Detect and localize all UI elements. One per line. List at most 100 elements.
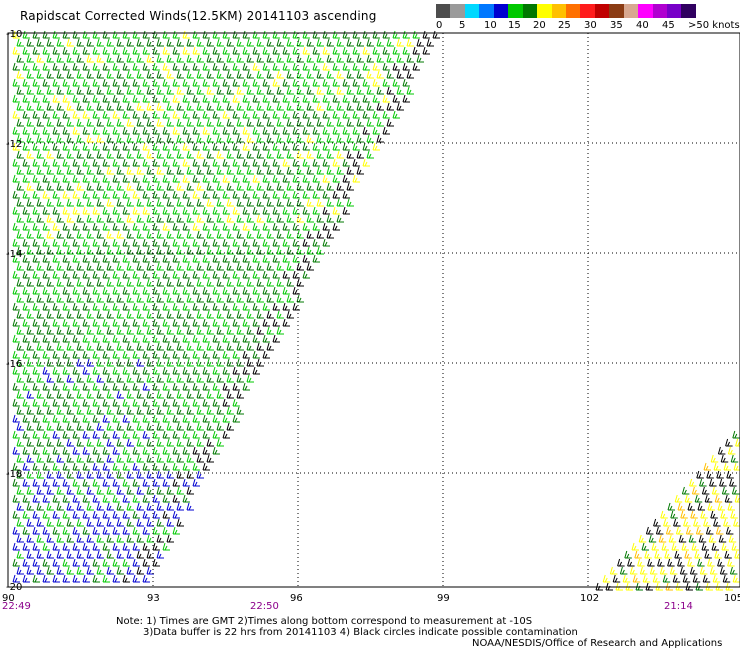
wind-barb: [326, 182, 334, 191]
wind-barb: [222, 318, 230, 327]
wind-barb: [266, 86, 274, 95]
wind-barb: [56, 406, 64, 415]
wind-barb: [32, 478, 40, 487]
wind-barb: [186, 486, 194, 495]
wind-barb: [172, 206, 180, 215]
legend-swatch: [508, 4, 523, 18]
wind-barb: [142, 174, 150, 183]
wind-barb: [697, 558, 705, 567]
wind-barb: [296, 134, 304, 143]
wind-barb: [62, 542, 70, 551]
legend-label: 0: [436, 20, 443, 31]
wind-barb: [22, 158, 30, 167]
wind-barb: [276, 326, 284, 335]
wind-barb: [52, 46, 60, 55]
wind-barb: [252, 158, 260, 167]
wind-barb: [112, 334, 120, 343]
wind-barb: [366, 118, 374, 127]
wind-barb: [206, 134, 214, 143]
wind-barb: [126, 310, 134, 319]
wind-barb: [72, 526, 80, 535]
wind-barb: [226, 86, 234, 95]
wind-barb: [66, 550, 74, 559]
wind-barb: [36, 54, 44, 63]
wind-barb: [206, 374, 214, 383]
wind-barb: [76, 550, 84, 559]
wind-barb: [647, 558, 655, 567]
wind-barb: [22, 398, 30, 407]
wind-barb: [12, 222, 20, 231]
wind-barb: [146, 86, 154, 95]
wind-barb: [42, 366, 50, 375]
wind-barb: [116, 118, 124, 127]
wind-barb: [82, 158, 90, 167]
wind-barb: [142, 46, 150, 55]
wind-barb: [202, 398, 210, 407]
wind-barb: [162, 286, 170, 295]
wind-barb: [42, 94, 50, 103]
wind-barb: [222, 254, 230, 263]
wind-barb: [196, 70, 204, 79]
wind-barb: [132, 334, 140, 343]
wind-barb: [206, 342, 214, 351]
wind-barb: [26, 534, 34, 543]
wind-barb: [176, 102, 184, 111]
wind-barb: [106, 454, 114, 463]
wind-barb: [82, 478, 90, 487]
wind-barb: [112, 222, 120, 231]
wind-barb: [26, 342, 34, 351]
wind-barb: [236, 390, 244, 399]
wind-barb: [182, 142, 190, 151]
wind-barb: [42, 318, 50, 327]
wind-barb: [172, 94, 180, 103]
wind-barb: [136, 54, 144, 63]
wind-barb: [162, 350, 170, 359]
wind-barb: [672, 574, 681, 583]
wind-barb: [292, 158, 300, 167]
wind-barb: [196, 310, 204, 319]
wind-barb: [116, 422, 124, 431]
wind-barb: [242, 94, 250, 103]
wind-barb: [256, 118, 264, 127]
wind-barb: [132, 398, 140, 407]
wind-barb: [206, 406, 214, 415]
wind-barb: [142, 318, 150, 327]
wind-barb: [262, 318, 270, 327]
wind-barb: [86, 518, 94, 527]
wind-barb: [36, 326, 44, 335]
wind-barb: [216, 374, 224, 383]
wind-barb: [272, 238, 280, 247]
wind-barb: [172, 270, 180, 279]
wind-barb: [246, 166, 254, 175]
wind-barb: [132, 382, 140, 391]
wind-barb: [266, 294, 274, 303]
wind-barb: [166, 534, 174, 543]
wind-barb: [352, 174, 360, 183]
wind-barb: [122, 286, 130, 295]
wind-barb: [126, 182, 134, 191]
wind-barb: [42, 158, 50, 167]
wind-barb: [684, 550, 692, 559]
legend-swatch: [522, 4, 538, 18]
wind-barb: [266, 310, 274, 319]
wind-barb: [72, 174, 80, 183]
wind-barb: [82, 318, 90, 327]
wind-barb: [687, 502, 695, 511]
wind-barb: [216, 342, 224, 351]
wind-barb: [212, 190, 220, 199]
wind-barb: [332, 126, 340, 135]
wind-barb: [252, 206, 260, 215]
wind-barb: [102, 206, 110, 215]
wind-barb: [332, 30, 340, 39]
legend-label: 40: [636, 20, 649, 31]
wind-barb: [316, 214, 324, 223]
wind-barb: [72, 366, 80, 375]
wind-barb: [96, 550, 104, 559]
wind-barb: [86, 486, 94, 495]
wind-barb: [46, 390, 54, 399]
wind-barb: [96, 262, 104, 271]
wind-barb: [186, 390, 194, 399]
wind-barb: [66, 454, 74, 463]
wind-barb: [156, 422, 164, 431]
wind-barb: [86, 214, 94, 223]
